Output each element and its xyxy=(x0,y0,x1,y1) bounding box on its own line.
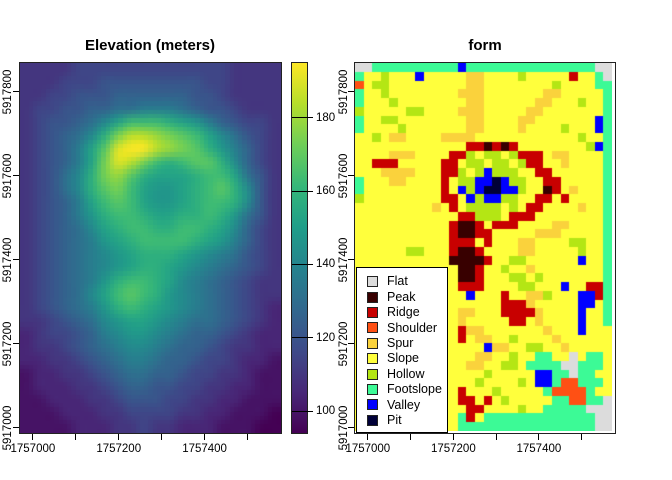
y-tick-label: 5917000 xyxy=(338,405,350,451)
x-tick xyxy=(118,434,120,440)
y-tick xyxy=(348,175,354,177)
x-tick-label: 1757200 xyxy=(96,443,142,455)
y-tick-label: 5917200 xyxy=(338,321,350,367)
y-tick-label: 5917600 xyxy=(2,153,14,199)
colorbar-tick-label: 180 xyxy=(316,111,336,124)
colorbar-tick xyxy=(292,117,307,119)
x-tick xyxy=(538,434,540,440)
x-tick xyxy=(581,434,583,440)
x-tick-label: 1757400 xyxy=(516,443,562,455)
x-tick xyxy=(410,434,412,440)
colorbar-tick xyxy=(307,337,313,339)
form-legend: Flat Peak Ridge Shoulder Spur Slope Hollow Foot… xyxy=(356,267,448,433)
x-tick xyxy=(204,434,206,440)
y-tick-label: 5917400 xyxy=(338,237,350,283)
y-tick xyxy=(13,343,19,345)
legend-swatch xyxy=(367,322,378,334)
legend-swatch xyxy=(367,337,378,349)
colorbar-tick-label: 160 xyxy=(316,185,336,198)
colorbar-tick xyxy=(292,190,307,192)
legend-swatch xyxy=(367,383,378,395)
legend-swatch xyxy=(367,399,378,411)
legend-item: Flat xyxy=(357,274,447,289)
x-tick-label: 1757000 xyxy=(10,443,56,455)
y-tick xyxy=(348,343,354,345)
x-tick xyxy=(495,434,497,440)
elevation-colorbar xyxy=(292,63,307,433)
y-tick-label: 5917800 xyxy=(2,69,14,115)
legend-swatch xyxy=(367,353,378,365)
legend-item: Hollow xyxy=(357,366,447,381)
legend-item-label: Valley xyxy=(387,397,421,412)
legend-item: Slope xyxy=(357,351,447,366)
elevation-raster xyxy=(20,63,281,433)
legend-item: Pit xyxy=(357,413,447,428)
elevation-title: Elevation (meters) xyxy=(84,37,216,54)
legend-item-label: Spur xyxy=(387,336,414,350)
y-tick xyxy=(348,427,354,429)
x-tick xyxy=(247,434,249,440)
x-tick xyxy=(161,434,163,440)
legend-item-label: Shoulder xyxy=(387,320,438,335)
x-tick xyxy=(75,434,77,440)
legend-item-label: Slope xyxy=(387,351,419,366)
legend-item: Shoulder xyxy=(357,320,447,335)
legend-swatch xyxy=(367,414,378,426)
x-tick xyxy=(452,434,454,440)
y-tick xyxy=(348,91,354,93)
y-tick xyxy=(13,91,19,93)
form-title: form xyxy=(468,37,502,54)
colorbar-tick-label: 120 xyxy=(316,331,336,344)
legend-item-label: Flat xyxy=(387,274,408,289)
legend-item-label: Ridge xyxy=(387,305,420,320)
legend-swatch xyxy=(367,291,378,303)
y-tick-label: 5917200 xyxy=(2,321,14,367)
colorbar-tick xyxy=(307,410,313,412)
legend-item-label: Peak xyxy=(387,289,416,304)
legend-swatch xyxy=(367,306,378,318)
colorbar-tick xyxy=(307,117,313,119)
legend-item: Footslope xyxy=(357,382,447,397)
y-tick xyxy=(13,175,19,177)
legend-item: Ridge xyxy=(357,305,447,320)
y-tick xyxy=(13,259,19,261)
y-tick-label: 5917600 xyxy=(338,153,350,199)
legend-item: Peak xyxy=(357,289,447,304)
colorbar-tick xyxy=(292,263,307,265)
legend-item-label: Footslope xyxy=(387,382,442,397)
legend-item: Spur xyxy=(357,336,447,351)
colorbar-tick xyxy=(307,263,313,265)
x-tick-label: 1757200 xyxy=(430,443,476,455)
y-tick-label: 5917400 xyxy=(2,237,14,283)
y-tick xyxy=(348,259,354,261)
colorbar-tick xyxy=(292,410,307,412)
x-tick-label: 1757400 xyxy=(182,443,227,455)
colorbar-tick-label: 100 xyxy=(316,405,336,418)
y-tick-label: 5917800 xyxy=(338,69,350,115)
legend-item-label: Hollow xyxy=(387,366,425,381)
colorbar-tick-label: 140 xyxy=(316,258,336,271)
legend-swatch xyxy=(367,368,378,380)
y-tick xyxy=(13,427,19,429)
colorbar-tick xyxy=(292,337,307,339)
x-tick xyxy=(32,434,34,440)
legend-swatch xyxy=(367,276,378,288)
y-tick-label: 5917000 xyxy=(2,405,14,451)
x-tick xyxy=(367,434,369,440)
x-tick-label: 1757000 xyxy=(345,443,391,455)
legend-item: Valley xyxy=(357,397,447,412)
legend-item-label: Pit xyxy=(387,412,402,427)
colorbar-tick xyxy=(307,190,313,192)
